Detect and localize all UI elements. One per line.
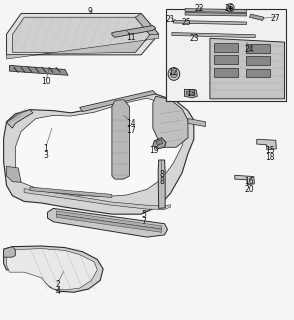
Text: 19: 19 bbox=[150, 146, 159, 155]
Polygon shape bbox=[156, 140, 163, 145]
Polygon shape bbox=[112, 100, 129, 179]
Polygon shape bbox=[185, 9, 246, 12]
FancyBboxPatch shape bbox=[214, 44, 238, 52]
Polygon shape bbox=[249, 14, 264, 20]
Polygon shape bbox=[185, 12, 246, 16]
FancyBboxPatch shape bbox=[214, 55, 238, 64]
Text: 18: 18 bbox=[265, 153, 275, 162]
Text: 23: 23 bbox=[189, 34, 199, 43]
FancyBboxPatch shape bbox=[246, 44, 270, 53]
Text: 2: 2 bbox=[55, 280, 60, 289]
Polygon shape bbox=[158, 160, 165, 208]
Text: 8: 8 bbox=[159, 170, 164, 179]
Text: 25: 25 bbox=[182, 18, 191, 27]
Polygon shape bbox=[80, 91, 156, 112]
Polygon shape bbox=[188, 119, 206, 126]
FancyBboxPatch shape bbox=[246, 68, 270, 77]
Text: 20: 20 bbox=[245, 185, 254, 194]
Text: 21: 21 bbox=[166, 15, 175, 24]
Text: 17: 17 bbox=[126, 126, 136, 135]
Text: 16: 16 bbox=[245, 177, 254, 186]
Polygon shape bbox=[4, 247, 15, 257]
Polygon shape bbox=[6, 34, 159, 59]
Text: 4: 4 bbox=[55, 287, 60, 296]
Polygon shape bbox=[4, 246, 103, 292]
Polygon shape bbox=[56, 211, 162, 229]
Polygon shape bbox=[9, 65, 68, 75]
Text: 3: 3 bbox=[44, 151, 49, 160]
Polygon shape bbox=[6, 110, 33, 128]
Text: 15: 15 bbox=[265, 146, 275, 155]
Polygon shape bbox=[135, 13, 159, 35]
Polygon shape bbox=[172, 33, 255, 38]
Polygon shape bbox=[173, 20, 246, 25]
Text: 5: 5 bbox=[142, 210, 146, 219]
Text: 14: 14 bbox=[126, 119, 136, 128]
Polygon shape bbox=[6, 166, 21, 182]
Polygon shape bbox=[112, 26, 156, 37]
Text: 9: 9 bbox=[88, 7, 92, 16]
Text: 13: 13 bbox=[186, 89, 196, 98]
Polygon shape bbox=[184, 89, 197, 98]
Polygon shape bbox=[6, 13, 159, 55]
Polygon shape bbox=[12, 17, 150, 52]
Polygon shape bbox=[24, 189, 171, 209]
FancyBboxPatch shape bbox=[166, 9, 286, 101]
FancyBboxPatch shape bbox=[246, 56, 270, 65]
Text: 8: 8 bbox=[159, 177, 164, 186]
Text: 27: 27 bbox=[271, 14, 280, 23]
Polygon shape bbox=[30, 187, 112, 197]
Text: 22: 22 bbox=[195, 4, 204, 12]
Text: 12: 12 bbox=[168, 68, 177, 77]
Polygon shape bbox=[210, 38, 285, 99]
Polygon shape bbox=[15, 98, 185, 197]
Polygon shape bbox=[4, 93, 194, 214]
Polygon shape bbox=[153, 138, 166, 149]
Polygon shape bbox=[235, 175, 254, 185]
Text: 11: 11 bbox=[126, 33, 136, 42]
Text: 24: 24 bbox=[245, 44, 254, 54]
Polygon shape bbox=[6, 249, 97, 290]
Polygon shape bbox=[257, 139, 276, 150]
Text: 7: 7 bbox=[142, 217, 146, 226]
Circle shape bbox=[171, 70, 178, 78]
Circle shape bbox=[168, 68, 180, 80]
Text: 26: 26 bbox=[224, 4, 234, 12]
Polygon shape bbox=[48, 208, 168, 237]
Text: 10: 10 bbox=[41, 77, 51, 86]
Polygon shape bbox=[56, 214, 162, 232]
FancyBboxPatch shape bbox=[214, 68, 238, 76]
Polygon shape bbox=[153, 96, 188, 147]
Circle shape bbox=[227, 4, 234, 12]
Text: 1: 1 bbox=[44, 144, 49, 153]
Polygon shape bbox=[186, 91, 195, 95]
